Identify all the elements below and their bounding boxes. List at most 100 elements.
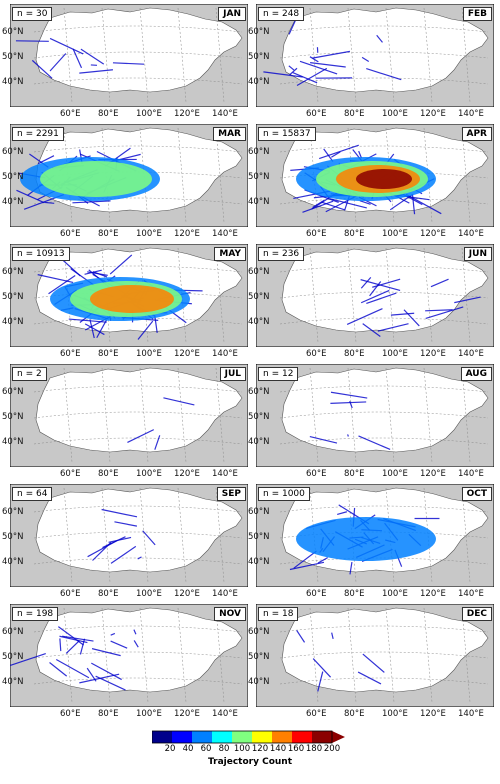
trajectory-line — [312, 658, 332, 678]
trajectory-count-label: n = 18 — [258, 607, 299, 621]
trajectory-line — [137, 320, 154, 340]
trajectory-line — [48, 275, 76, 295]
month-label: JAN — [218, 7, 246, 21]
trajectory-line — [44, 201, 55, 204]
trajectory-line — [357, 671, 382, 685]
land-mass — [35, 487, 243, 573]
longitude-label: 100°E — [382, 589, 408, 599]
latitude-label: 60°N — [2, 147, 24, 157]
latitude-label: 60°N — [248, 147, 270, 157]
trajectory-line — [359, 200, 371, 205]
trajectory-line — [360, 289, 390, 304]
map-panel-nov: n = 198 NOV — [10, 604, 248, 707]
trajectory-line — [309, 56, 319, 63]
latitude-label: 50°N — [248, 532, 270, 542]
longitude-label: 140°E — [212, 469, 238, 479]
longitude-label: 60°E — [60, 709, 81, 719]
trajectory-line — [310, 62, 346, 68]
map-panel-dec: n = 18 DEC — [256, 604, 494, 707]
longitude-label: 120°E — [420, 109, 446, 119]
latitude-gridline — [33, 411, 243, 419]
trajectory-line — [31, 59, 53, 79]
trajectory-line — [133, 629, 137, 635]
trajectory-count-label: n = 15837 — [258, 127, 316, 141]
trajectory-line — [80, 48, 105, 65]
colorbar-tick-label: 200 — [323, 744, 341, 754]
trajectory-line — [362, 323, 381, 337]
longitude-label: 100°E — [382, 469, 408, 479]
trajectory-line — [91, 648, 121, 657]
latitude-gridline — [279, 265, 489, 273]
colorbar-tick-label: 100 — [233, 744, 251, 754]
longitude-label: 80°E — [344, 109, 365, 119]
trajectory-line — [101, 508, 138, 518]
latitude-label: 50°N — [2, 412, 24, 422]
longitude-label: 140°E — [212, 229, 238, 239]
latitude-label: 40°N — [248, 677, 270, 687]
colorbar-tick-label: 120 — [251, 744, 269, 754]
month-label: JUN — [463, 247, 492, 261]
longitude-label: 140°E — [458, 709, 484, 719]
trajectory-line — [72, 48, 83, 69]
density-blob — [90, 285, 174, 313]
latitude-gridline — [279, 317, 489, 325]
trajectory-count-label: n = 64 — [12, 487, 53, 501]
map-svg — [10, 484, 248, 587]
trajectory-count-label: n = 30 — [12, 7, 53, 21]
latitude-gridline — [33, 51, 243, 59]
longitude-label: 80°E — [344, 709, 365, 719]
month-label: APR — [461, 127, 492, 141]
map-panel-jun: n = 236 JUN — [256, 244, 494, 347]
longitude-label: 100°E — [136, 469, 162, 479]
trajectory-line — [376, 34, 383, 43]
trajectory-line — [263, 71, 303, 78]
latitude-gridline — [279, 677, 489, 685]
latitude-label: 50°N — [2, 532, 24, 542]
trajectory-count-label: n = 248 — [258, 7, 305, 21]
longitude-label: 120°E — [420, 469, 446, 479]
trajectory-line — [37, 274, 74, 284]
latitude-label: 60°N — [2, 507, 24, 517]
longitude-label: 60°E — [60, 469, 81, 479]
latitude-label: 40°N — [2, 77, 24, 87]
trajectory-line — [137, 556, 142, 560]
trajectory-line — [127, 429, 155, 443]
latitude-gridline — [33, 77, 243, 85]
latitude-label: 40°N — [2, 437, 24, 447]
trajectory-count-label: n = 12 — [258, 367, 299, 381]
latitude-gridline — [33, 625, 243, 633]
trajectory-line — [10, 652, 46, 667]
trajectory-line — [317, 671, 324, 692]
trajectory-count-label: n = 2291 — [12, 127, 64, 141]
trajectory-line — [49, 662, 68, 677]
trajectory-line — [347, 434, 349, 437]
trajectory-line — [288, 65, 295, 71]
map-svg — [256, 484, 494, 587]
longitude-label: 120°E — [174, 709, 200, 719]
trajectory-line — [430, 278, 449, 288]
trajectory-line — [79, 69, 113, 74]
longitude-label: 120°E — [174, 469, 200, 479]
trajectory-line — [92, 271, 108, 278]
trajectory-line — [292, 71, 318, 84]
land-mass — [35, 607, 243, 693]
longitude-label: 100°E — [136, 709, 162, 719]
trajectory-line — [86, 667, 97, 682]
latitude-gridline — [33, 25, 243, 33]
trajectory-line — [361, 56, 370, 63]
trajectory-count-label: n = 2 — [12, 367, 47, 381]
trajectory-line — [366, 67, 402, 81]
trajectory-line — [366, 292, 397, 305]
trajectory-line — [49, 53, 67, 72]
trajectory-line — [163, 397, 195, 406]
colorbar-segment — [292, 731, 313, 743]
longitude-label: 80°E — [344, 589, 365, 599]
latitude-label: 60°N — [248, 27, 270, 37]
latitude-label: 60°N — [2, 27, 24, 37]
longitude-label: 140°E — [458, 229, 484, 239]
trajectory-line — [331, 151, 341, 158]
latitude-gridline — [33, 437, 243, 445]
longitude-label: 120°E — [420, 709, 446, 719]
trajectory-line — [299, 60, 338, 75]
trajectory-line — [369, 281, 382, 297]
